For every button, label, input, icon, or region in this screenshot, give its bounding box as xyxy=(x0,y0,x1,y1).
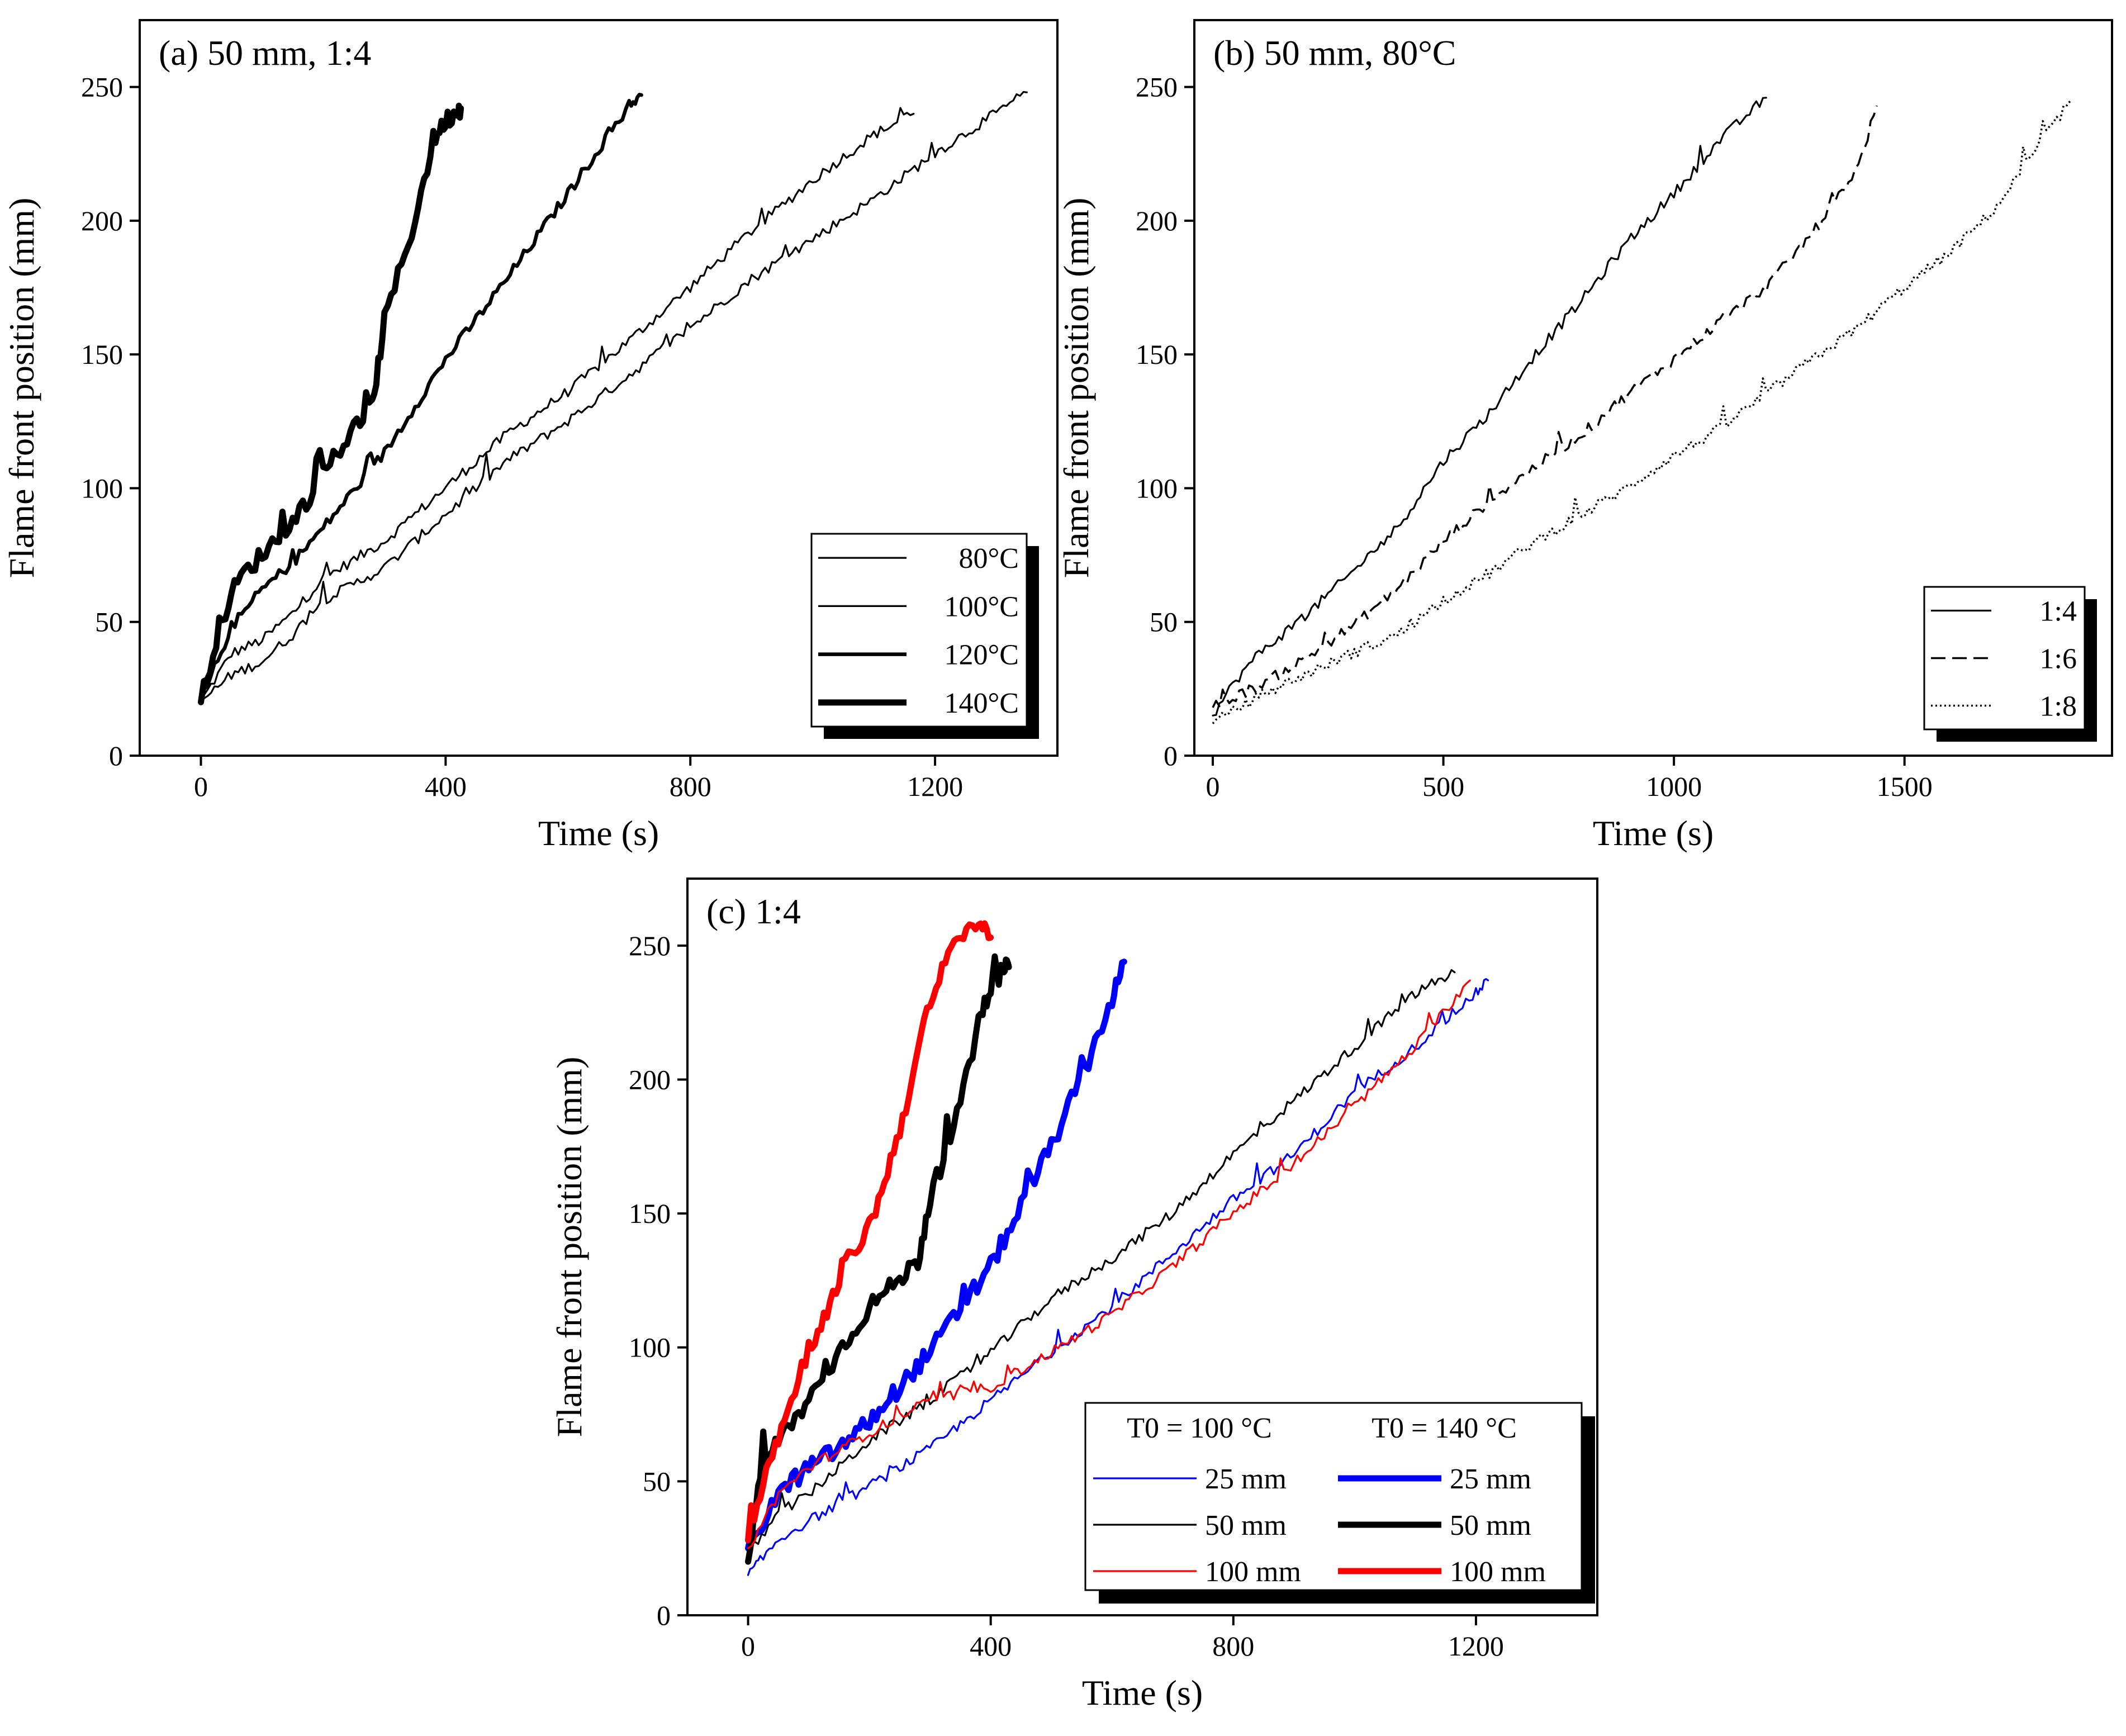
series-line-a-2 xyxy=(199,93,643,704)
chart-panel-a: 0 400 800 1200 0 50 100 150 200 250 Time (s) Flame … xyxy=(2,19,1059,853)
series-group xyxy=(1212,97,2072,724)
legend-header: T0 = 140 °C xyxy=(1372,1412,1517,1444)
y-tick-label: 150 xyxy=(629,1198,671,1229)
legend-label: 1:6 xyxy=(2040,643,2077,675)
x-tick-label: 400 xyxy=(425,771,467,802)
x-axis-label: Time (s) xyxy=(1082,1673,1203,1713)
x-axis-label: Time (s) xyxy=(1593,813,1714,853)
legend-box xyxy=(810,533,1028,728)
y-tick-label: 0 xyxy=(109,740,123,771)
series-group xyxy=(745,920,1489,1576)
y-tick-label: 250 xyxy=(629,930,671,961)
y-tick-label: 100 xyxy=(629,1332,671,1363)
panel-title: (c) 1:4 xyxy=(706,891,801,931)
legend-label: 100°C xyxy=(945,591,1019,623)
x-tick-label: 0 xyxy=(741,1630,755,1662)
series-line-c-5 xyxy=(745,920,994,1544)
series-line-c-2 xyxy=(747,969,1456,1558)
series-line-b-1 xyxy=(1212,105,1878,708)
plot-frame xyxy=(686,878,1598,1616)
y-tick-label: 200 xyxy=(81,205,123,236)
y-tick-label: 150 xyxy=(81,339,123,370)
y-tick-label: 150 xyxy=(1136,339,1178,370)
series-line-b-0 xyxy=(1212,97,1767,717)
y-tick-label: 200 xyxy=(1136,205,1178,236)
y-tick-label: 50 xyxy=(1150,606,1178,638)
x-tick-label: 400 xyxy=(970,1630,1012,1662)
legend: 80°C 100°C 120°C 140°C xyxy=(810,533,1039,739)
x-tick-label: 0 xyxy=(194,771,208,802)
legend-label: 50 mm xyxy=(1205,1510,1287,1541)
legend-label: 140°C xyxy=(945,687,1019,719)
y-tick-label: 100 xyxy=(1136,472,1178,504)
x-axis-label: Time (s) xyxy=(538,813,659,853)
y-axis-label: Flame front position (mm) xyxy=(2,198,41,578)
series-line-a-0 xyxy=(200,107,915,703)
x-tick-label: 1500 xyxy=(1877,771,1933,802)
y-tick-label: 100 xyxy=(81,472,123,504)
y-tick-label: 200 xyxy=(629,1064,671,1095)
series-group xyxy=(198,91,1028,705)
legend: T0 = 100 °C T0 = 140 °C 25 mm 25 mm 50 mm 50 … xyxy=(1084,1402,1595,1604)
legend-box xyxy=(1084,1402,1583,1591)
x-tick-label: 500 xyxy=(1422,771,1464,802)
y-tick-label: 250 xyxy=(81,72,123,103)
legend-label: 1:4 xyxy=(2040,596,2077,628)
x-tick-label: 800 xyxy=(670,771,711,802)
legend-label: 120°C xyxy=(945,639,1019,671)
panel-title: (a) 50 mm, 1:4 xyxy=(159,33,371,73)
legend-label: 100 mm xyxy=(1450,1556,1546,1588)
series-line-a-3 xyxy=(198,102,464,705)
x-tick-label: 1000 xyxy=(1646,771,1702,802)
legend: 1:4 1:6 1:8 xyxy=(1923,586,2097,742)
y-axis-label: Flame front position (mm) xyxy=(549,1057,589,1438)
x-tick-label: 1200 xyxy=(1448,1630,1504,1662)
y-tick-label: 50 xyxy=(643,1465,671,1497)
y-tick-label: 0 xyxy=(657,1600,671,1631)
plot-frame xyxy=(139,19,1059,757)
x-tick-label: 1200 xyxy=(907,771,963,802)
legend-label: 100 mm xyxy=(1205,1556,1301,1588)
x-tick-label: 0 xyxy=(1206,771,1220,802)
series-line-c-4 xyxy=(747,979,1471,1549)
chart-panel-b: 0 500 1000 1500 0 50 100 150 200 250 Time (s) Flame… xyxy=(1056,19,2113,853)
plot-frame xyxy=(1193,19,2113,757)
legend-header: T0 = 100 °C xyxy=(1127,1412,1272,1444)
series-line-c-0 xyxy=(747,978,1489,1576)
chart-panel-c: 0 400 800 1200 0 50 100 150 200 250 Time (s) Flame … xyxy=(549,878,1598,1713)
legend-label: 25 mm xyxy=(1450,1463,1531,1495)
legend-label: 1:8 xyxy=(2040,691,2077,723)
y-tick-label: 0 xyxy=(1164,740,1178,771)
legend-label: 50 mm xyxy=(1450,1510,1531,1541)
x-tick-label: 800 xyxy=(1212,1630,1254,1662)
series-line-c-3 xyxy=(745,953,1012,1565)
y-axis-label: Flame front position (mm) xyxy=(1056,198,1096,578)
legend-label: 80°C xyxy=(959,543,1019,575)
legend-label: 25 mm xyxy=(1205,1463,1287,1495)
series-line-c-1 xyxy=(745,959,1127,1552)
series-line-a-1 xyxy=(200,91,1028,703)
panel-title: (b) 50 mm, 80°C xyxy=(1213,33,1456,73)
y-tick-label: 250 xyxy=(1136,72,1178,103)
y-tick-label: 50 xyxy=(95,606,123,638)
